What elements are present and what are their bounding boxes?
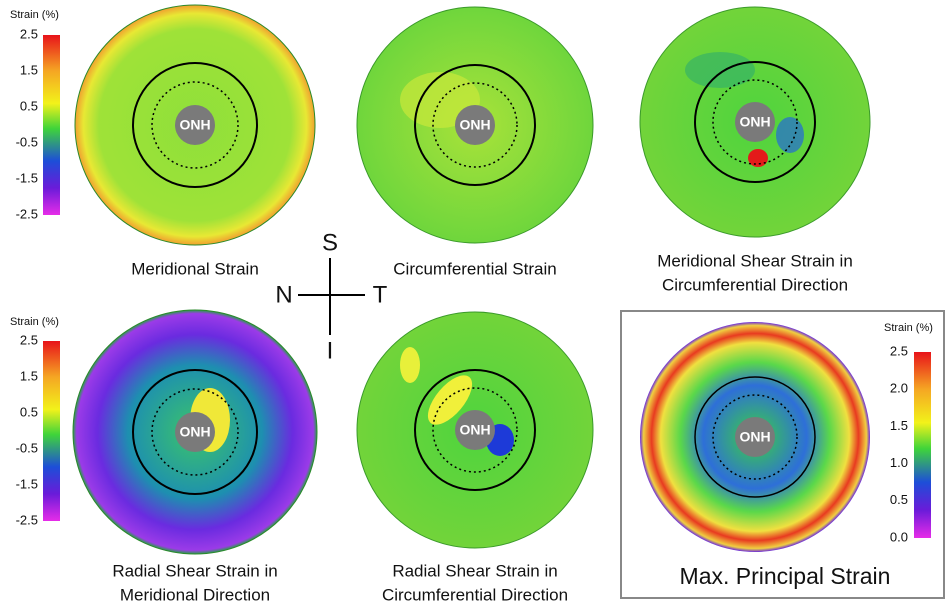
colorbar xyxy=(914,352,931,538)
colorbar-tick-label: -0.5 xyxy=(16,440,38,455)
colorbar-tick-label: 1.5 xyxy=(20,368,38,383)
colorbar-tick-label: -2.5 xyxy=(16,512,38,527)
colorbar-tick-label: 0.0 xyxy=(890,529,908,544)
panel-label: Meridional Shear Strain in xyxy=(657,251,853,270)
colorbar-tick-label: -0.5 xyxy=(16,134,38,149)
colorbar-tick-label: 2.0 xyxy=(890,381,908,396)
colorbar-tick-label: 0.5 xyxy=(20,98,38,113)
colorbar-tick-label: 0.5 xyxy=(890,492,908,507)
colorbar-tick-label: -1.5 xyxy=(16,476,38,491)
colorbar-tick-label: 2.5 xyxy=(20,332,38,347)
compass-label: I xyxy=(327,337,334,364)
onh-label: ONH xyxy=(459,422,490,438)
onh-label: ONH xyxy=(179,424,210,440)
panel-frame xyxy=(620,310,945,599)
colorbar-title: Strain (%) xyxy=(10,316,59,328)
optic-nerve-head xyxy=(175,412,215,452)
colorbar-tick-label: 1.0 xyxy=(890,455,908,470)
reference-rings xyxy=(132,61,816,498)
colorbar-tick-label: 2.5 xyxy=(20,26,38,41)
optic-nerve-head xyxy=(455,105,495,145)
compass xyxy=(298,258,365,335)
optic-nerve-head xyxy=(735,417,775,457)
colorbar-tick-label: 1.5 xyxy=(20,62,38,77)
compass-label: S xyxy=(322,229,338,256)
colorbar xyxy=(43,341,60,521)
compass-label: N xyxy=(275,281,292,308)
panel-label: Radial Shear Strain in xyxy=(392,561,557,580)
onh-label: ONH xyxy=(459,117,490,133)
panel-label: Circumferential Strain xyxy=(393,259,556,278)
colorbar-title: Strain (%) xyxy=(10,9,59,21)
panel-label: Meridional Direction xyxy=(120,585,270,604)
optic-nerve-head xyxy=(175,105,215,145)
colorbar-tick-label: -2.5 xyxy=(16,206,38,221)
colorbar-tick-label: 1.5 xyxy=(890,418,908,433)
colorbar-title: Strain (%) xyxy=(884,322,933,334)
optic-nerve-head xyxy=(735,102,775,142)
panel-label: Radial Shear Strain in xyxy=(112,561,277,580)
compass-label: T xyxy=(373,281,388,308)
panel-label: Circumferential Direction xyxy=(662,275,848,294)
colorbar-tick-label: 2.5 xyxy=(890,343,908,358)
colorbar-tick-label: 0.5 xyxy=(20,404,38,419)
optic-nerve-head xyxy=(455,410,495,450)
panel-label: Circumferential Direction xyxy=(382,585,568,604)
colorbar xyxy=(43,35,60,215)
onh-label: ONH xyxy=(739,114,770,130)
panel-label: Max. Principal Strain xyxy=(680,563,891,589)
onh-label: ONH xyxy=(179,117,210,133)
colorbar-tick-label: -1.5 xyxy=(16,170,38,185)
panel-label: Meridional Strain xyxy=(131,259,259,278)
onh-label: ONH xyxy=(739,429,770,445)
